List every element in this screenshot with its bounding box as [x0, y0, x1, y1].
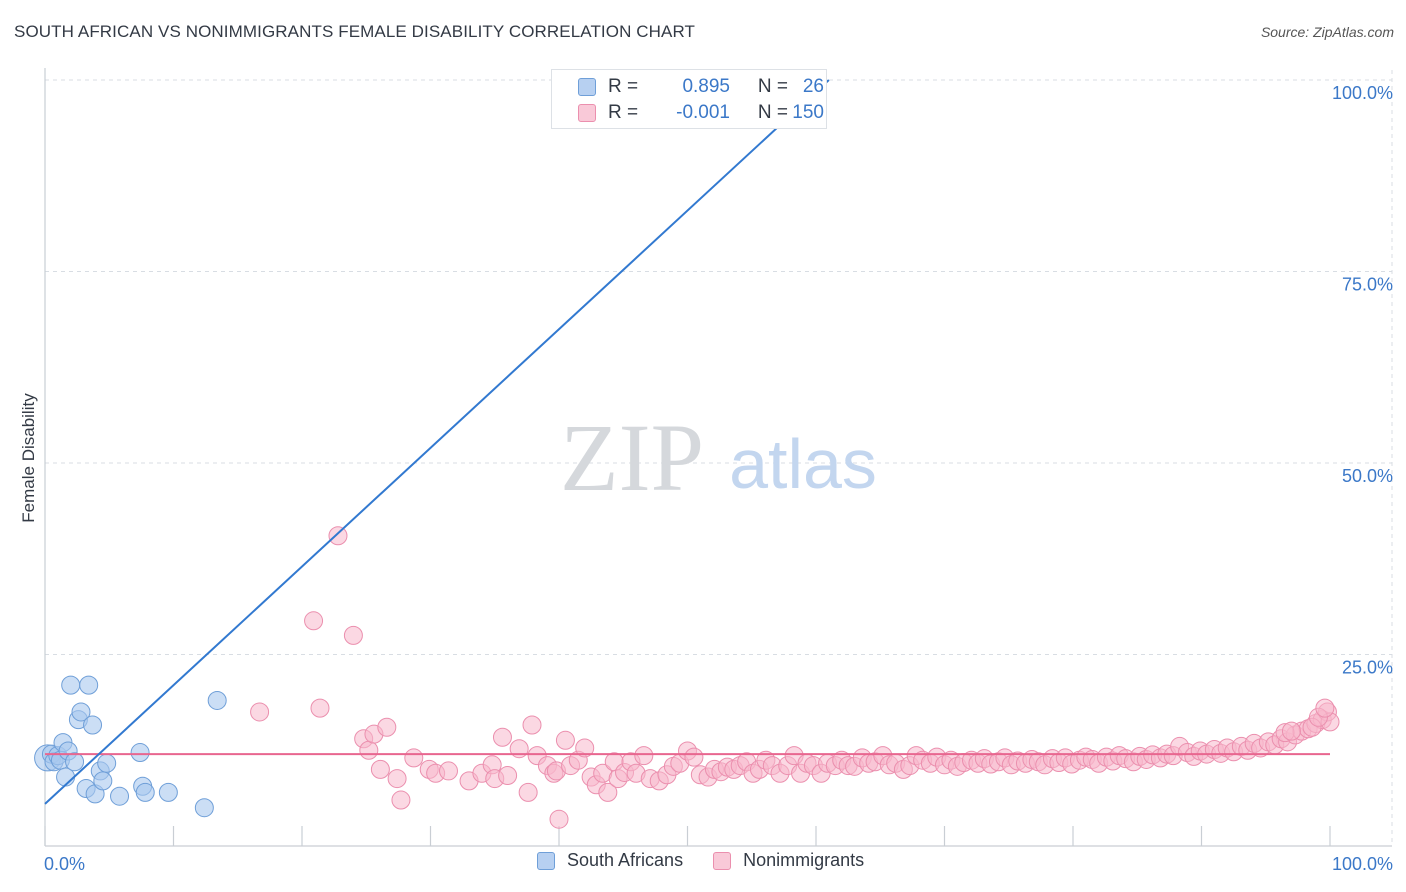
south-africans-point [79, 675, 99, 695]
nonimmigrants-point [1315, 698, 1335, 718]
nonimmigrants-point [498, 766, 518, 786]
grid-layer [45, 70, 1393, 846]
chart-title: SOUTH AFRICAN VS NONIMMIGRANTS FEMALE DI… [14, 22, 696, 41]
nonimmigrants-point [438, 761, 458, 781]
nonimmigrants-points [250, 526, 1340, 829]
trend-lines [44, 79, 1330, 805]
r-label: R = [608, 76, 639, 97]
stats-row-south-africans: R = 0.895 N = 26 [552, 74, 824, 100]
nonimmigrants-point [634, 746, 654, 766]
south-africans-point [83, 715, 103, 735]
nonimmigrants-point [304, 611, 324, 631]
n-value: 26 [802, 76, 824, 97]
nonimmigrants-point [549, 809, 569, 829]
nonimmigrants-point [492, 727, 512, 747]
south-africans-swatch [537, 851, 555, 870]
nonimmigrants-point [370, 759, 390, 779]
nonimmigrants-point [404, 748, 424, 768]
axis-layer [44, 68, 1392, 847]
watermark-zip: ZIP [560, 404, 704, 511]
legend-item-south-africans[interactable]: South Africans [537, 850, 683, 871]
south-africans-point [93, 771, 113, 791]
y-tick-label: 75.0% [1342, 275, 1393, 295]
r-label: R = [608, 102, 639, 123]
nonimmigrants-point [250, 702, 270, 722]
south-africans-point [97, 753, 117, 773]
nonimmigrants-point [522, 715, 542, 735]
x-tick-label-min: 0.0% [44, 854, 85, 874]
axis-labels: 25.0% 50.0% 75.0% 100.0% 0.0% 100.0% [44, 83, 1393, 874]
legend-label: South Africans [567, 850, 684, 870]
nonimmigrants-point [1281, 721, 1301, 741]
y-tick-label: 50.0% [1342, 466, 1393, 486]
south-africans-points [34, 675, 227, 818]
south-africans-point [110, 786, 130, 806]
source-credit: Source: ZipAtlas.com [1260, 24, 1394, 40]
r-value: 0.895 [682, 76, 730, 97]
n-value: 150 [792, 102, 824, 123]
x-tick-label-max: 100.0% [1332, 854, 1393, 874]
y-axis-label: Female Disability [19, 393, 38, 523]
nonimmigrants-point [575, 738, 595, 758]
nonimmigrants-point [555, 730, 575, 750]
r-value: -0.001 [676, 102, 730, 123]
bottom-legend: South Africans Nonimmigrants [537, 850, 894, 871]
south-africans-point [71, 702, 91, 722]
nonimmigrants-swatch [713, 851, 732, 870]
south-africans-swatch [578, 78, 596, 96]
south-africans-point [61, 675, 81, 695]
south-africans-point [65, 752, 85, 772]
nonimmigrants-point [684, 747, 704, 767]
nonimmigrants-point [310, 698, 330, 718]
nonimmigrants-point [377, 717, 397, 737]
n-label: N = [757, 102, 788, 123]
south-africans-point [135, 782, 155, 802]
nonimmigrants-point [359, 740, 379, 760]
nonimmigrants-point [328, 526, 348, 546]
nonimmigrants-point [518, 782, 538, 802]
legend-label: Nonimmigrants [743, 850, 865, 870]
nonimmigrants-swatch [578, 104, 596, 122]
nonimmigrants-point [343, 625, 363, 645]
south-africans-point [194, 798, 214, 818]
watermark-atlas: atlas [729, 425, 877, 503]
stats-row-nonimmigrants: R = -0.001 N = 150 [552, 100, 824, 126]
legend-item-nonimmigrants[interactable]: Nonimmigrants [713, 850, 864, 871]
n-label: N = [757, 76, 788, 97]
south-africans-point [207, 690, 227, 710]
nonimmigrants-point [598, 782, 618, 802]
nonimmigrants-point [391, 790, 411, 810]
south-africans-trend-line [44, 79, 830, 805]
south-africans-point [130, 743, 150, 763]
nonimmigrants-point [387, 769, 407, 789]
stats-legend: R = 0.895 N = 26 R = -0.001 N = 150 [551, 69, 827, 129]
y-tick-label: 100.0% [1332, 83, 1393, 103]
y-tick-label: 25.0% [1342, 658, 1393, 678]
south-africans-point [158, 782, 178, 802]
